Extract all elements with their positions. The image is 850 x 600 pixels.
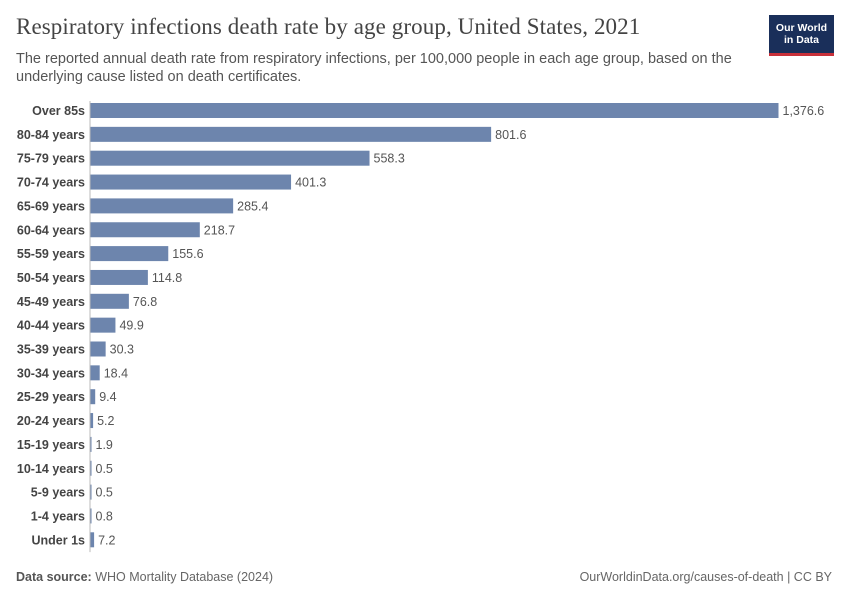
value-label-45-49-years: 76.8 [133,295,157,309]
category-label-50-54-years: 50-54 years [17,271,85,285]
chart-subtitle: The reported annual death rate from resp… [16,51,732,85]
category-label-15-19-years: 15-19 years [17,438,85,452]
category-label-75-79-years: 75-79 years [17,152,85,166]
category-label-under-1s: Under 1s [32,533,86,547]
data-source-label: Data source: [16,570,92,584]
value-label-25-29-years: 9.4 [99,390,116,404]
value-label-50-54-years: 114.8 [152,271,182,285]
value-label-60-64-years: 218.7 [204,223,235,237]
logo-line-1: Our World [775,22,828,34]
bar-5-9-years[interactable] [90,484,92,500]
value-label-75-79-years: 558.3 [374,152,405,166]
bar-35-39-years[interactable] [90,341,106,357]
bar-15-19-years[interactable] [90,436,92,452]
bar-70-74-years[interactable] [90,174,292,190]
value-label-15-19-years: 1.9 [96,438,113,452]
value-label-10-14-years: 0.5 [96,462,113,476]
bar-over-85s[interactable] [90,103,779,118]
category-label-70-74-years: 70-74 years [17,176,85,190]
chart-title: Respiratory infections death rate by age… [16,14,641,39]
bar-1-4-years[interactable] [90,508,92,524]
value-label-5-9-years: 0.5 [96,486,113,500]
category-label-65-69-years: 65-69 years [17,199,85,213]
category-label-45-49-years: 45-49 years [17,295,85,309]
data-source-text[interactable]: WHO Mortality Database (2024) [95,570,274,584]
category-label-20-24-years: 20-24 years [17,414,85,428]
category-label-25-29-years: 25-29 years [17,390,85,404]
category-label-10-14-years: 10-14 years [17,462,85,476]
category-label-over-85s: Over 85s [32,104,85,118]
value-label-70-74-years: 401.3 [295,176,326,190]
value-label-under-1s: 7.2 [98,533,115,547]
bar-25-29-years[interactable] [90,389,96,405]
bar-10-14-years[interactable] [90,460,92,476]
category-label-80-84-years: 80-84 years [17,128,85,142]
value-label-40-44-years: 49.9 [119,319,143,333]
category-label-40-44-years: 40-44 years [17,319,85,333]
bar-under-1s[interactable] [90,532,95,548]
data-source: Data source: WHO Mortality Database (202… [16,570,273,584]
bar-chart: Over 85s 1,376.6 80-84 years 801.6 75-79 yea… [17,101,825,553]
value-label-20-24-years: 5.2 [97,414,114,428]
bar-20-24-years[interactable] [90,413,94,429]
value-label-55-59-years: 155.6 [172,247,203,261]
value-label-65-69-years: 285.4 [237,199,268,213]
category-label-5-9-years: 5-9 years [31,486,85,500]
value-label-over-85s: 1,376.6 [783,104,825,118]
value-label-35-39-years: 30.3 [110,343,134,357]
bar-30-34-years[interactable] [90,365,100,381]
value-label-80-84-years: 801.6 [495,128,526,142]
bar-75-79-years[interactable] [90,150,370,166]
category-label-35-39-years: 35-39 years [17,343,85,357]
bar-60-64-years[interactable] [90,222,200,238]
category-label-60-64-years: 60-64 years [17,223,85,237]
bar-45-49-years[interactable] [90,293,129,309]
url-license[interactable]: OurWorldinData.org/causes-of-death | CC … [579,570,832,584]
value-label-30-34-years: 18.4 [104,366,128,380]
bar-55-59-years[interactable] [90,246,169,262]
category-label-30-34-years: 30-34 years [17,366,85,380]
category-label-55-59-years: 55-59 years [17,247,85,261]
value-label-1-4-years: 0.8 [96,509,113,523]
bar-50-54-years[interactable] [90,269,148,285]
owid-logo[interactable]: Our World in Data [769,15,834,56]
category-label-1-4-years: 1-4 years [31,509,85,523]
bar-80-84-years[interactable] [90,126,492,142]
bar-40-44-years[interactable] [90,317,116,333]
logo-line-2: in Data [783,34,819,46]
bar-65-69-years[interactable] [90,198,234,214]
